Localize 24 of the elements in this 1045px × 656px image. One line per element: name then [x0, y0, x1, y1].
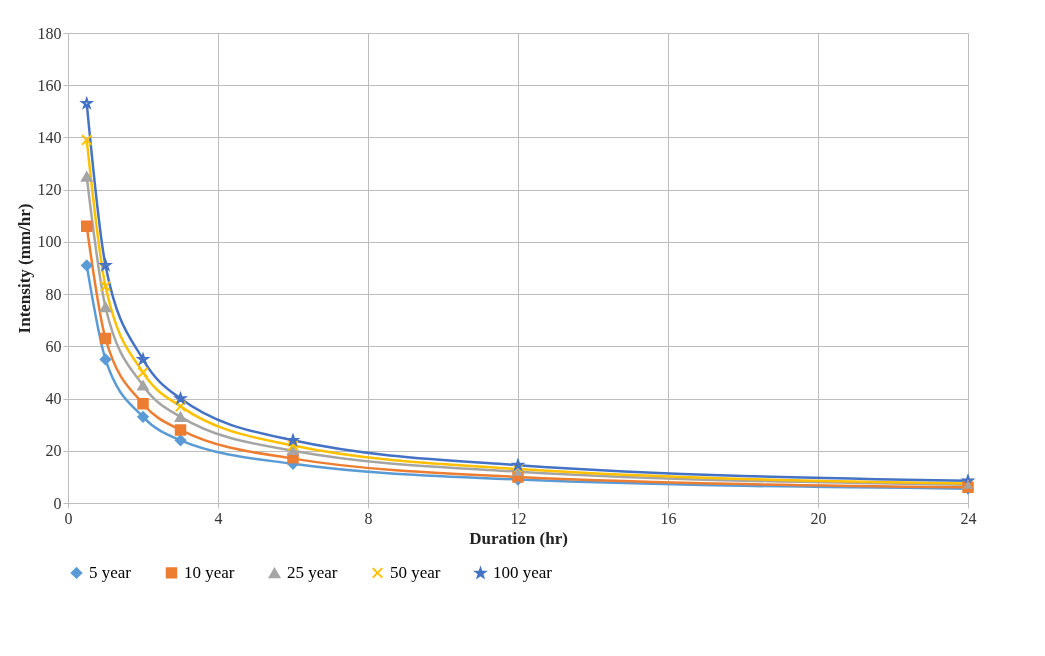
y-tick-label: 180 — [37, 24, 62, 42]
legend-label: 10 year — [184, 562, 235, 582]
y-tick-label: 20 — [45, 442, 62, 460]
legend-label: 50 year — [390, 562, 441, 582]
x-tick-label: 8 — [364, 509, 373, 527]
x-tick-label: 0 — [64, 509, 73, 527]
x-tick-label: 24 — [960, 509, 977, 527]
legend-label: 100 year — [493, 563, 553, 583]
y-axis-title: Intensity (mm/hr) — [14, 203, 34, 334]
y-tick-label: 160 — [37, 76, 62, 94]
y-tick-label: 100 — [37, 233, 62, 251]
x-tick-label: 12 — [510, 509, 527, 527]
y-tick-label: 120 — [37, 181, 62, 199]
legend-label: 5 year — [89, 562, 132, 582]
y-tick-label: 0 — [53, 494, 62, 512]
x-tick-label: 20 — [810, 509, 827, 527]
x-axis-title: Duration (hr) — [469, 528, 568, 548]
y-tick-label: 80 — [45, 285, 62, 303]
x-tick-label: 16 — [660, 509, 677, 527]
y-tick-label: 60 — [45, 337, 62, 355]
legend-label: 25 year — [287, 563, 338, 583]
y-tick-label: 140 — [37, 128, 62, 146]
x-tick-label: 4 — [214, 509, 223, 527]
y-tick-label: 40 — [45, 390, 62, 408]
